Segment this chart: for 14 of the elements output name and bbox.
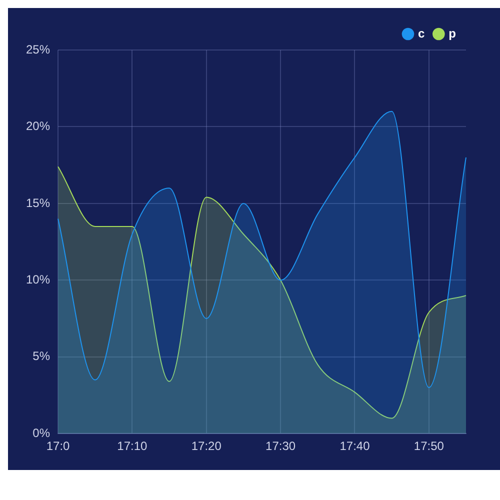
x-tick-label: 17:30 [266,439,296,454]
x-tick-label: 17:10 [117,439,148,454]
x-tick-label: 17:40 [340,439,370,454]
y-tick-label: 25% [26,42,50,56]
y-tick-label: 15% [26,196,50,210]
x-tick-label: 17:20 [191,439,222,454]
x-tick-label: 17:50 [414,439,444,454]
x-tick-label: 17:0 [46,439,70,454]
legend-label: p [448,26,456,40]
y-tick-label: 20% [26,119,50,134]
y-tick-label: 5% [32,349,50,364]
y-tick-label: 0% [32,426,50,440]
y-tick-label: 10% [26,272,50,286]
legend-label: c [418,26,425,40]
